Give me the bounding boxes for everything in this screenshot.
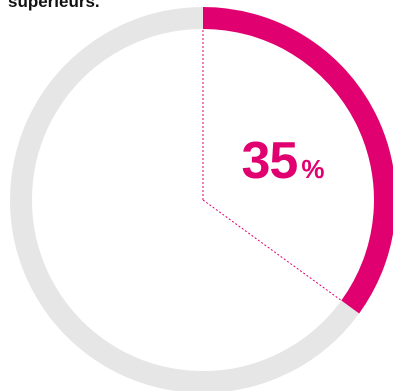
highlighted-share-ring — [202, 7, 393, 314]
slice-end-guide-line — [202, 199, 342, 301]
percent-sign: % — [301, 154, 324, 184]
remaining-share-ring — [10, 7, 360, 391]
cut-off-heading-text: supérieurs. — [8, 0, 100, 11]
percentage-label: 35% — [242, 132, 325, 190]
percentage-value: 35 — [242, 132, 298, 190]
